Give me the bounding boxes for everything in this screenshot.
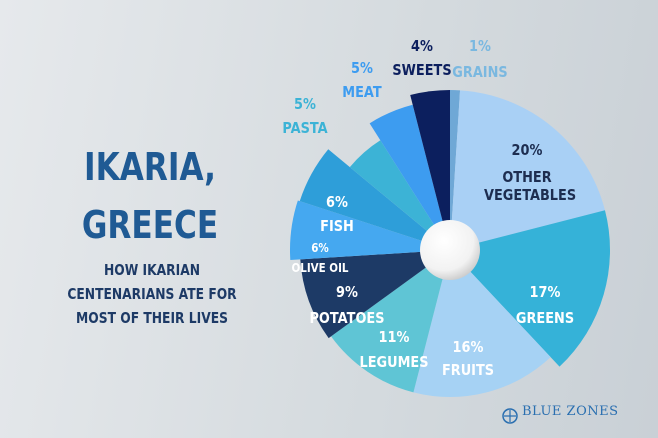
logo: BLUE ZONES (522, 404, 619, 419)
pie-slice (369, 104, 450, 250)
category-label: OLIVE OIL (291, 260, 349, 275)
category-label: MEAT (342, 83, 382, 101)
value-label: 5% (294, 95, 316, 113)
pie-slice (331, 250, 450, 393)
category-label: POTATOES (309, 309, 385, 327)
pie-slice (299, 149, 450, 250)
value-label: 11% (378, 328, 410, 346)
category-label: FRUITS (441, 361, 495, 379)
pie-slice (410, 90, 450, 250)
pie-slice (349, 140, 450, 250)
value-label: 9% (336, 283, 358, 301)
value-label: 4% (411, 37, 433, 55)
pie-slice (450, 90, 461, 250)
pie-slice (290, 200, 450, 261)
logo-icon (502, 408, 518, 424)
category-label: OTHER VEGETABLES (484, 168, 577, 204)
value-label: 20% (511, 141, 543, 159)
category-label: GREENS (515, 309, 575, 327)
value-label: 1% (469, 37, 491, 55)
pie-slice (450, 90, 605, 250)
value-label: 6% (311, 240, 329, 255)
category-label: PASTA (282, 119, 328, 137)
pie-slice (300, 250, 450, 339)
value-label: 16% (452, 338, 484, 356)
pie-slice (413, 250, 551, 397)
title: IKARIA, GREECE (81, 145, 219, 247)
slices (290, 90, 610, 397)
center-hole (420, 220, 480, 280)
pie-slice (450, 210, 610, 367)
category-label: FISH (320, 217, 354, 235)
value-label: 17% (529, 283, 561, 301)
value-label: 6% (326, 193, 348, 211)
subtitle: HOW IKARIAN CENTENARIANS ATE FOR MOST OF… (67, 261, 237, 327)
category-label: GRAINS (452, 63, 508, 81)
category-label: SWEETS (392, 61, 452, 79)
category-label: LEGUMES (359, 353, 429, 371)
value-label: 5% (351, 59, 373, 77)
